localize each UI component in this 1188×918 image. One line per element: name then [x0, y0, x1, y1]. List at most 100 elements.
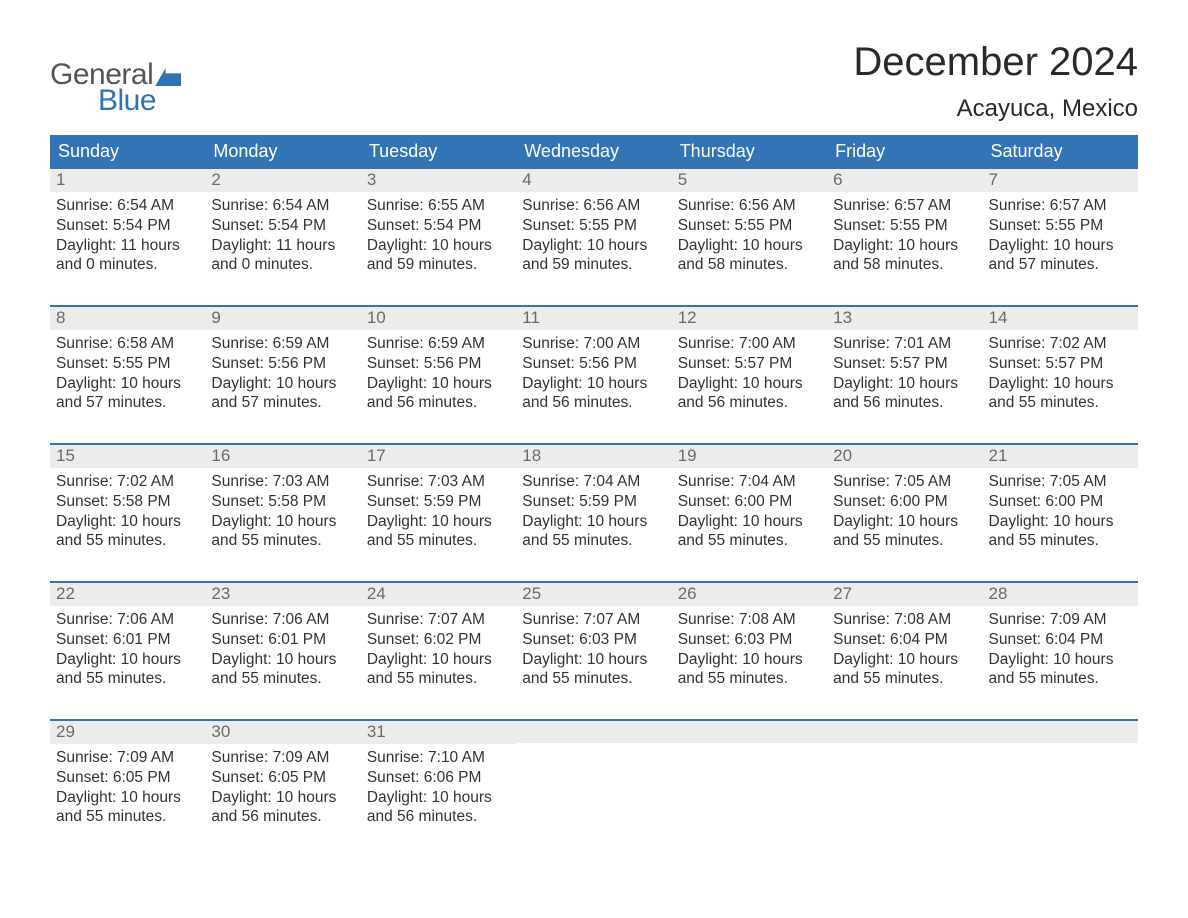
- day-body: Sunrise: 7:06 AMSunset: 6:01 PMDaylight:…: [205, 606, 360, 693]
- day-cell: 18Sunrise: 7:04 AMSunset: 5:59 PMDayligh…: [516, 445, 671, 563]
- day-number: 18: [516, 445, 671, 468]
- day-cell: 8Sunrise: 6:58 AMSunset: 5:55 PMDaylight…: [50, 307, 205, 425]
- day-body: Sunrise: 7:02 AMSunset: 5:57 PMDaylight:…: [983, 330, 1138, 417]
- daylight-line-1: Daylight: 10 hours: [211, 788, 354, 808]
- daylight-line-2: and 55 minutes.: [989, 393, 1132, 413]
- day-cell: 1Sunrise: 6:54 AMSunset: 5:54 PMDaylight…: [50, 169, 205, 287]
- daylight-line-1: Daylight: 10 hours: [989, 374, 1132, 394]
- day-number: 26: [672, 583, 827, 606]
- day-cell: 15Sunrise: 7:02 AMSunset: 5:58 PMDayligh…: [50, 445, 205, 563]
- sunrise-line: Sunrise: 7:09 AM: [989, 610, 1132, 630]
- day-cell: 24Sunrise: 7:07 AMSunset: 6:02 PMDayligh…: [361, 583, 516, 701]
- daylight-line-2: and 55 minutes.: [833, 531, 976, 551]
- day-cell: 11Sunrise: 7:00 AMSunset: 5:56 PMDayligh…: [516, 307, 671, 425]
- sunrise-line: Sunrise: 7:09 AM: [211, 748, 354, 768]
- day-cell: 7Sunrise: 6:57 AMSunset: 5:55 PMDaylight…: [983, 169, 1138, 287]
- sunset-line: Sunset: 5:57 PM: [989, 354, 1132, 374]
- sunrise-line: Sunrise: 6:55 AM: [367, 196, 510, 216]
- day-body: Sunrise: 6:55 AMSunset: 5:54 PMDaylight:…: [361, 192, 516, 279]
- sunset-line: Sunset: 5:58 PM: [56, 492, 199, 512]
- sunset-line: Sunset: 5:54 PM: [56, 216, 199, 236]
- day-header: Tuesday: [361, 135, 516, 169]
- sunset-line: Sunset: 6:06 PM: [367, 768, 510, 788]
- sunset-line: Sunset: 5:57 PM: [678, 354, 821, 374]
- day-cell: 19Sunrise: 7:04 AMSunset: 6:00 PMDayligh…: [672, 445, 827, 563]
- day-number: 5: [672, 169, 827, 192]
- sunrise-line: Sunrise: 7:09 AM: [56, 748, 199, 768]
- daylight-line-2: and 55 minutes.: [211, 531, 354, 551]
- day-body: Sunrise: 7:05 AMSunset: 6:00 PMDaylight:…: [827, 468, 982, 555]
- day-header: Friday: [827, 135, 982, 169]
- sunset-line: Sunset: 6:01 PM: [56, 630, 199, 650]
- day-number: 29: [50, 721, 205, 744]
- week-row: 22Sunrise: 7:06 AMSunset: 6:01 PMDayligh…: [50, 581, 1138, 701]
- daylight-line-2: and 56 minutes.: [522, 393, 665, 413]
- day-cell: 3Sunrise: 6:55 AMSunset: 5:54 PMDaylight…: [361, 169, 516, 287]
- month-title: December 2024: [853, 40, 1138, 85]
- sunrise-line: Sunrise: 7:08 AM: [678, 610, 821, 630]
- day-body: Sunrise: 6:57 AMSunset: 5:55 PMDaylight:…: [983, 192, 1138, 279]
- sunset-line: Sunset: 6:00 PM: [989, 492, 1132, 512]
- sunset-line: Sunset: 5:54 PM: [367, 216, 510, 236]
- daylight-line-1: Daylight: 10 hours: [56, 788, 199, 808]
- day-body: Sunrise: 7:01 AMSunset: 5:57 PMDaylight:…: [827, 330, 982, 417]
- daylight-line-2: and 55 minutes.: [211, 669, 354, 689]
- sunset-line: Sunset: 6:01 PM: [211, 630, 354, 650]
- daylight-line-2: and 56 minutes.: [367, 807, 510, 827]
- sunrise-line: Sunrise: 6:59 AM: [211, 334, 354, 354]
- sunset-line: Sunset: 5:56 PM: [211, 354, 354, 374]
- daylight-line-1: Daylight: 10 hours: [989, 512, 1132, 532]
- day-body: Sunrise: 6:54 AMSunset: 5:54 PMDaylight:…: [50, 192, 205, 279]
- daylight-line-1: Daylight: 10 hours: [678, 650, 821, 670]
- daylight-line-1: Daylight: 10 hours: [211, 512, 354, 532]
- sunset-line: Sunset: 5:59 PM: [522, 492, 665, 512]
- daylight-line-2: and 55 minutes.: [522, 531, 665, 551]
- daylight-line-2: and 55 minutes.: [56, 669, 199, 689]
- day-cell: 13Sunrise: 7:01 AMSunset: 5:57 PMDayligh…: [827, 307, 982, 425]
- sunset-line: Sunset: 5:56 PM: [522, 354, 665, 374]
- day-number: 15: [50, 445, 205, 468]
- day-number: 27: [827, 583, 982, 606]
- day-number: 21: [983, 445, 1138, 468]
- sunrise-line: Sunrise: 6:54 AM: [211, 196, 354, 216]
- day-body: Sunrise: 7:05 AMSunset: 6:00 PMDaylight:…: [983, 468, 1138, 555]
- sunrise-line: Sunrise: 7:10 AM: [367, 748, 510, 768]
- day-header: Wednesday: [516, 135, 671, 169]
- day-number: 1: [50, 169, 205, 192]
- day-cell: 4Sunrise: 6:56 AMSunset: 5:55 PMDaylight…: [516, 169, 671, 287]
- day-body: Sunrise: 7:04 AMSunset: 5:59 PMDaylight:…: [516, 468, 671, 555]
- day-number: [672, 721, 827, 743]
- day-number: [983, 721, 1138, 743]
- day-cell: [672, 721, 827, 839]
- daylight-line-1: Daylight: 10 hours: [56, 374, 199, 394]
- daylight-line-2: and 58 minutes.: [833, 255, 976, 275]
- day-number: 17: [361, 445, 516, 468]
- daylight-line-2: and 55 minutes.: [989, 669, 1132, 689]
- daylight-line-2: and 55 minutes.: [56, 807, 199, 827]
- day-body: Sunrise: 7:03 AMSunset: 5:58 PMDaylight:…: [205, 468, 360, 555]
- daylight-line-2: and 57 minutes.: [211, 393, 354, 413]
- day-body: Sunrise: 7:00 AMSunset: 5:56 PMDaylight:…: [516, 330, 671, 417]
- day-cell: 20Sunrise: 7:05 AMSunset: 6:00 PMDayligh…: [827, 445, 982, 563]
- sunrise-line: Sunrise: 7:07 AM: [522, 610, 665, 630]
- day-number: 8: [50, 307, 205, 330]
- day-cell: 29Sunrise: 7:09 AMSunset: 6:05 PMDayligh…: [50, 721, 205, 839]
- sunrise-line: Sunrise: 7:07 AM: [367, 610, 510, 630]
- day-cell: 27Sunrise: 7:08 AMSunset: 6:04 PMDayligh…: [827, 583, 982, 701]
- logo-text-blue: Blue: [98, 84, 156, 118]
- day-number: 28: [983, 583, 1138, 606]
- weeks-container: 1Sunrise: 6:54 AMSunset: 5:54 PMDaylight…: [50, 169, 1138, 839]
- daylight-line-1: Daylight: 11 hours: [211, 236, 354, 256]
- daylight-line-1: Daylight: 10 hours: [211, 374, 354, 394]
- day-header: Saturday: [983, 135, 1138, 169]
- day-body: Sunrise: 7:04 AMSunset: 6:00 PMDaylight:…: [672, 468, 827, 555]
- sunset-line: Sunset: 6:05 PM: [211, 768, 354, 788]
- day-number: 6: [827, 169, 982, 192]
- sunset-line: Sunset: 6:03 PM: [678, 630, 821, 650]
- day-body: Sunrise: 6:56 AMSunset: 5:55 PMDaylight:…: [516, 192, 671, 279]
- day-body: Sunrise: 7:10 AMSunset: 6:06 PMDaylight:…: [361, 744, 516, 831]
- daylight-line-1: Daylight: 10 hours: [367, 236, 510, 256]
- daylight-line-1: Daylight: 10 hours: [989, 650, 1132, 670]
- daylight-line-2: and 59 minutes.: [522, 255, 665, 275]
- day-body: [827, 743, 982, 823]
